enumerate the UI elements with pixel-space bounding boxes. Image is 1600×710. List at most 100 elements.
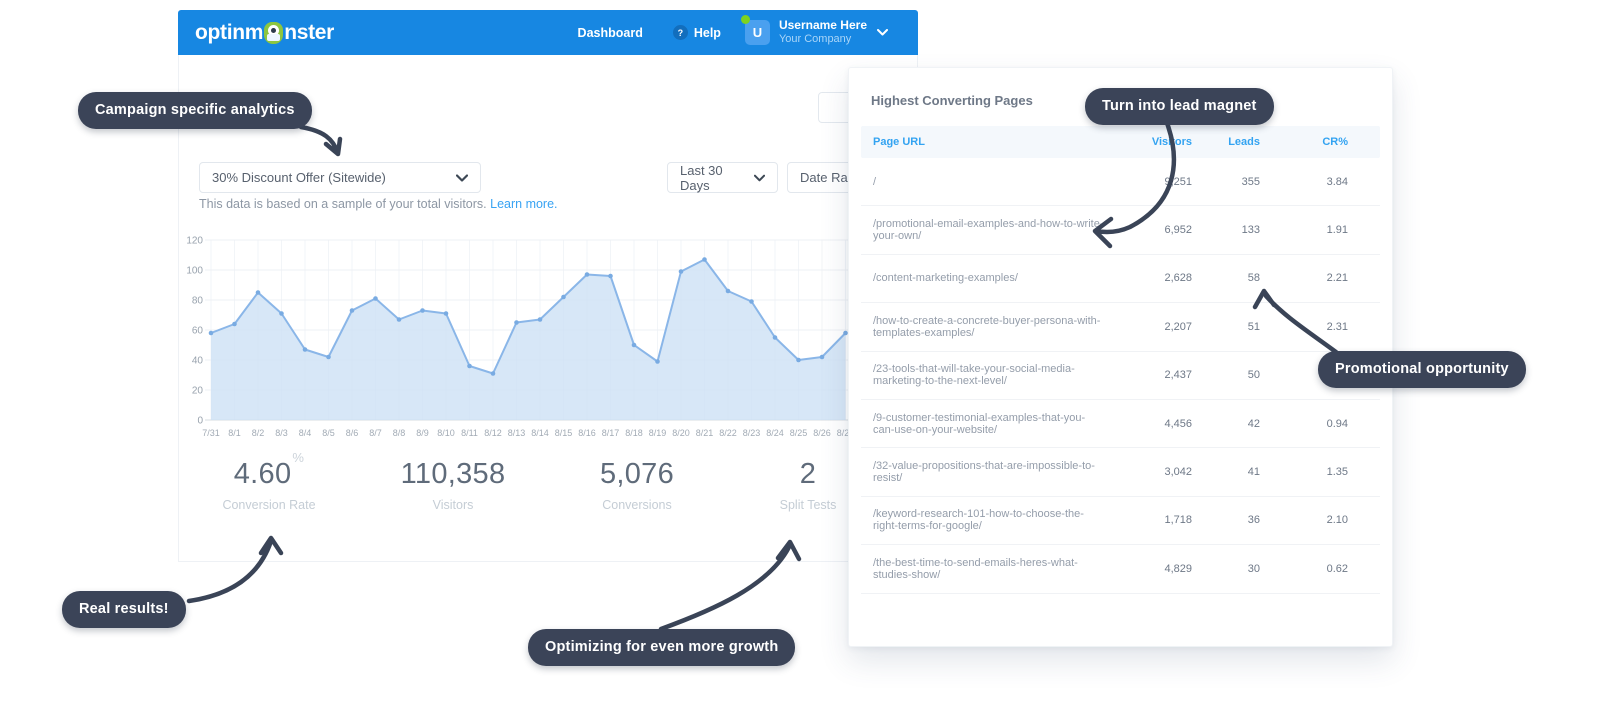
table-row[interactable]: /the-best-time-to-send-emails-heres-what… xyxy=(861,545,1380,594)
table-row[interactable]: /promotional-email-examples-and-how-to-w… xyxy=(861,206,1380,255)
svg-text:8/14: 8/14 xyxy=(531,428,549,438)
cr-cell: 3.84 xyxy=(1326,175,1348,188)
account-menu[interactable]: U Username Here Your Company xyxy=(740,15,888,46)
callout-results: Real results! xyxy=(62,591,186,628)
chevron-down-icon xyxy=(456,173,468,182)
cr-cell: 0.62 xyxy=(1326,562,1348,575)
visitors-cell: 6,952 xyxy=(1164,224,1192,237)
cr-cell: 1.91 xyxy=(1326,224,1348,237)
visitors-cell: 4,456 xyxy=(1164,417,1192,430)
username: Username Here xyxy=(778,18,867,33)
column-page-url[interactable]: Page URL xyxy=(873,136,925,148)
top-navigation: Dashboard ? Help U Username Here Your Co… xyxy=(577,15,888,46)
leads-cell: 58 xyxy=(1247,272,1260,285)
svg-text:8/16: 8/16 xyxy=(578,428,596,438)
svg-text:8/19: 8/19 xyxy=(649,428,667,438)
svg-text:0: 0 xyxy=(197,416,203,427)
optinmonster-logo[interactable]: optinm nster xyxy=(195,21,334,45)
svg-text:7/31: 7/31 xyxy=(202,428,220,438)
page-url-cell: /23-tools-that-will-take-your-social-med… xyxy=(873,363,1075,388)
svg-text:8/7: 8/7 xyxy=(369,428,382,438)
table-row[interactable]: /keyword-research-101-how-to-choose-the-… xyxy=(861,497,1380,546)
campaign-analytics-panel: 30% Discount Offer (Sitewide) Last 30 Da… xyxy=(178,55,918,562)
table-row[interactable]: / 9,251 355 3.84 xyxy=(861,158,1380,207)
conversions-chart[interactable]: 0 20 40 60 80 100 120 7/31 8/1 8/2 8/3 8/4 8/5 8/6 8/7… xyxy=(187,233,849,449)
table-row[interactable]: /how-to-create-a-concrete-buyer-persona-… xyxy=(861,303,1380,352)
panel-title: Highest Converting Pages xyxy=(871,93,1033,108)
cr-cell: 2.21 xyxy=(1326,272,1348,285)
percent-sign: % xyxy=(292,450,305,466)
stat-conversion-rate: 4.60% Conversion Rate xyxy=(179,450,359,512)
logo-text-left: optinm xyxy=(195,20,264,44)
cr-cell: 2.10 xyxy=(1326,514,1348,527)
leads-cell: 42 xyxy=(1247,417,1260,430)
visitors-cell: 2,628 xyxy=(1164,272,1192,285)
svg-text:8/5: 8/5 xyxy=(322,428,335,438)
table-row[interactable]: /23-tools-that-will-take-your-social-med… xyxy=(861,352,1380,400)
cr-cell: 0.94 xyxy=(1326,417,1348,430)
stat-label: Visitors xyxy=(432,498,474,512)
svg-text:8/25: 8/25 xyxy=(790,428,808,438)
visitors-cell: 3,042 xyxy=(1164,466,1192,479)
learn-more-link[interactable]: Learn more. xyxy=(490,197,558,211)
callout-campaign: Campaign specific analytics xyxy=(78,92,312,129)
svg-text:8/8: 8/8 xyxy=(393,428,406,438)
leads-cell: 50 xyxy=(1247,369,1260,382)
svg-text:20: 20 xyxy=(192,386,204,397)
cr-cell: 1.35 xyxy=(1326,466,1348,479)
table-row[interactable]: /32-value-propositions-that-are-impossib… xyxy=(861,448,1380,497)
company-name: Your Company xyxy=(778,33,852,46)
page-url-cell: / xyxy=(873,175,877,188)
nav-help[interactable]: ? Help xyxy=(672,25,721,40)
page-url-cell: /keyword-research-101-how-to-choose-the-… xyxy=(873,508,1084,533)
svg-text:8/6: 8/6 xyxy=(346,428,359,438)
stat-split-tests: 2 Split Tests xyxy=(718,458,898,512)
svg-text:8/17: 8/17 xyxy=(602,428,620,438)
stat-label: Conversion Rate xyxy=(222,498,316,512)
date-preset-select[interactable]: Last 30 Days xyxy=(667,162,778,193)
svg-text:8/18: 8/18 xyxy=(625,428,643,438)
campaign-select[interactable]: 30% Discount Offer (Sitewide) xyxy=(199,162,481,193)
svg-text:8/27: 8/27 xyxy=(837,428,849,438)
column-visitors[interactable]: Visitors xyxy=(1151,136,1192,148)
stat-label: Conversions xyxy=(602,498,672,512)
column-cr[interactable]: CR% xyxy=(1322,136,1348,148)
svg-text:40: 40 xyxy=(192,356,204,367)
svg-text:8/9: 8/9 xyxy=(416,428,429,438)
leads-cell: 30 xyxy=(1247,562,1260,575)
callout-optimizing: Optimizing for even more growth xyxy=(528,629,796,666)
nav-dashboard[interactable]: Dashboard xyxy=(577,25,643,40)
page-url-cell: /the-best-time-to-send-emails-heres-what… xyxy=(873,556,1078,581)
svg-text:8/21: 8/21 xyxy=(696,428,714,438)
callout-promotional: Promotional opportunity xyxy=(1318,351,1526,388)
page-url-cell: /content-marketing-examples/ xyxy=(873,272,1018,285)
campaign-select-value: 30% Discount Offer (Sitewide) xyxy=(212,170,386,185)
leads-cell: 355 xyxy=(1241,175,1260,188)
callout-lead-magnet: Turn into lead magnet xyxy=(1085,88,1274,125)
stat-visitors: 110,358 Visitors xyxy=(363,458,543,512)
help-label: Help xyxy=(693,25,721,40)
visitors-cell: 2,207 xyxy=(1164,320,1192,333)
table-row[interactable]: /9-customer-testimonial-examples-that-yo… xyxy=(861,400,1380,449)
page-url-cell: /how-to-create-a-concrete-buyer-persona-… xyxy=(873,314,1101,339)
column-leads[interactable]: Leads xyxy=(1228,136,1260,148)
svg-text:80: 80 xyxy=(192,296,204,307)
page-url-cell: /32-value-propositions-that-are-impossib… xyxy=(873,460,1095,485)
table-row[interactable]: /content-marketing-examples/2,628 58 2.21 xyxy=(861,255,1380,304)
avatar: U xyxy=(744,20,770,45)
visitors-cell: 1,718 xyxy=(1164,514,1192,527)
svg-text:8/1: 8/1 xyxy=(228,428,241,438)
svg-text:8/20: 8/20 xyxy=(672,428,690,438)
logo-text-right: nster xyxy=(284,20,335,44)
svg-text:8/15: 8/15 xyxy=(555,428,573,438)
svg-text:8/4: 8/4 xyxy=(299,428,312,438)
monster-icon xyxy=(264,21,284,44)
cr-cell: 2.31 xyxy=(1326,320,1348,333)
svg-text:100: 100 xyxy=(187,266,203,277)
visitors-cell: 9,251 xyxy=(1164,175,1192,188)
table-header: Page URL Visitors Leads CR% xyxy=(861,126,1380,158)
date-preset-value: Last 30 Days xyxy=(680,162,723,193)
leads-cell: 41 xyxy=(1247,466,1260,479)
svg-text:8/10: 8/10 xyxy=(437,428,455,438)
